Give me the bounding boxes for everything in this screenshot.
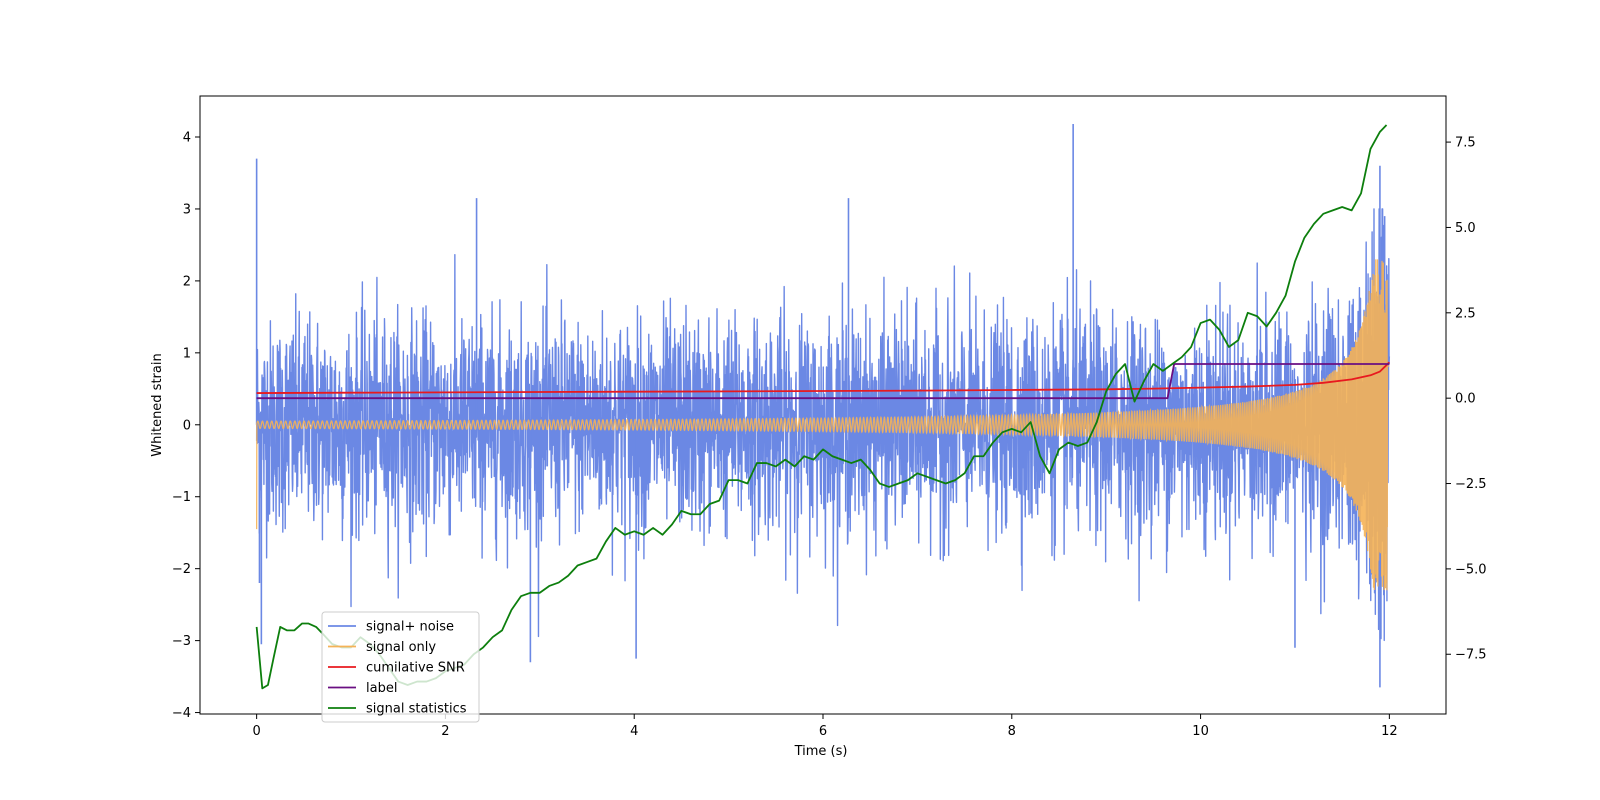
- legend-label: label: [366, 681, 397, 696]
- x-tick-label: 0: [252, 724, 260, 739]
- plot-area: [255, 124, 1391, 690]
- y2-tick-label: 5.0: [1455, 221, 1476, 236]
- legend-label: signal+ noise: [366, 620, 454, 635]
- y2-tick-label: 0.0: [1455, 392, 1476, 407]
- legend-label: cumilative SNR: [366, 661, 465, 676]
- y-tick-label: 2: [183, 274, 191, 289]
- y-tick-label: −1: [172, 490, 191, 505]
- y2-tick-label: −7.5: [1455, 648, 1487, 663]
- x-tick-label: 8: [1008, 724, 1016, 739]
- y2-tick-label: −5.0: [1455, 562, 1487, 577]
- y2-tick-label: −2.5: [1455, 477, 1487, 492]
- y2-tick-label: 2.5: [1455, 306, 1476, 321]
- series-line-cumulative-snr: [256, 361, 1390, 394]
- y-axis-left: −4 −3 −2 −1 0 1 2 3 4: [172, 131, 200, 721]
- x-tick-label: 10: [1192, 724, 1209, 739]
- x-axis-label: Time (s): [794, 744, 848, 759]
- x-tick-label: 12: [1381, 724, 1398, 739]
- y-tick-label: 1: [183, 346, 191, 361]
- x-tick-label: 4: [630, 724, 638, 739]
- y-tick-label: 0: [183, 418, 191, 433]
- legend-box: [321, 611, 480, 723]
- y-tick-label: −2: [172, 562, 191, 577]
- y-axis-right: −7.5 −5.0 −2.5 0.0 2.5 5.0 7.5: [1446, 136, 1487, 663]
- y-tick-label: −3: [172, 634, 191, 649]
- series-line-label: [256, 363, 1390, 400]
- legend: signal+ noise signal only cumilative SNR la…: [321, 611, 480, 723]
- y-tick-label: 4: [183, 131, 191, 146]
- x-tick-label: 6: [819, 724, 827, 739]
- x-tick-label: 2: [441, 724, 449, 739]
- legend-label: signal statistics: [366, 702, 467, 717]
- y-tick-label: −4: [172, 706, 191, 721]
- legend-label: signal only: [366, 640, 436, 655]
- y2-tick-label: 7.5: [1455, 136, 1476, 151]
- series-line-signal-only: [255, 259, 1390, 591]
- y-axis-label: Whitened strain: [150, 353, 165, 456]
- y-tick-label: 3: [183, 202, 191, 217]
